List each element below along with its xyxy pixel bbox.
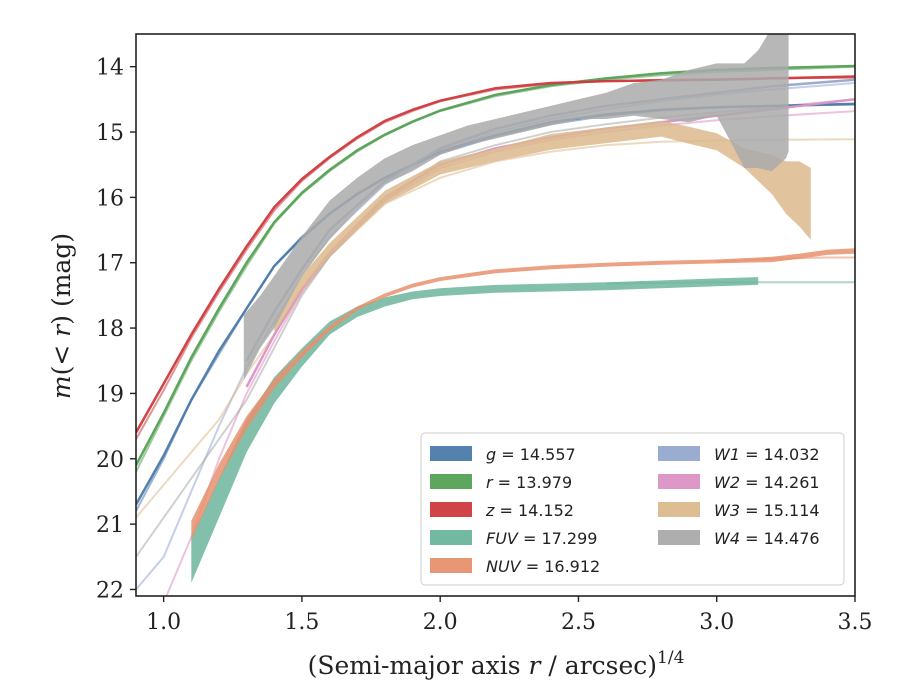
legend: g = 14.557 r = 13.979 z = 14.152 FUV = 17.2…	[420, 432, 845, 586]
legend-swatch	[430, 502, 472, 517]
y-tick-label: 18	[96, 317, 124, 342]
x-tick-label: 1.5	[284, 610, 319, 635]
legend-item-w3: W3 = 15.114	[658, 501, 820, 520]
legend-item-z: z = 14.152	[430, 501, 574, 520]
y-tick-label: 16	[96, 186, 124, 211]
y-axis-label: m(< r) (mag)	[47, 233, 76, 399]
legend-label: W4 = 14.476	[714, 529, 820, 548]
x-axis-label: (Semi-major axis r / arcsec)1/4	[308, 648, 685, 680]
legend-item-nuv: NUV = 16.912	[430, 557, 600, 576]
legend-swatch	[430, 558, 472, 573]
legend-swatch	[658, 502, 700, 517]
y-tick-label: 15	[96, 121, 124, 146]
plot-area	[136, 34, 855, 596]
legend-item-r: r = 13.979	[430, 473, 572, 492]
y-tick-label: 21	[96, 513, 124, 538]
legend-item-w1: W1 = 14.032	[658, 445, 820, 464]
legend-label: z = 14.152	[485, 501, 574, 520]
y-tick-label: 14	[96, 56, 124, 81]
y-tick-label: 17	[96, 252, 124, 277]
profile-band-w4	[243, 34, 789, 381]
legend-item-fuv: FUV = 17.299	[430, 529, 597, 548]
axes-frame	[135, 33, 856, 597]
x-tick-label: 3.5	[838, 610, 873, 635]
legend-swatch	[430, 530, 472, 545]
legend-label: NUV = 16.912	[486, 557, 600, 576]
legend-item-w4: W4 = 14.476	[658, 529, 820, 548]
x-tick-label: 2.5	[561, 610, 596, 635]
axes: 1.0 1.5 2.0 2.5 3.0 3.5 14 15 16 17 18 19 20 21 22	[96, 33, 873, 635]
x-tick-label: 1.0	[146, 610, 181, 635]
legend-label: g = 14.557	[486, 445, 576, 464]
profile-line-r	[136, 64, 855, 466]
y-tick-label: 20	[96, 448, 124, 473]
legend-label: W1 = 14.032	[714, 445, 820, 464]
legend-label: W3 = 15.114	[714, 501, 820, 520]
x-tick-label: 2.0	[423, 610, 458, 635]
legend-item-g: g = 14.557	[430, 445, 576, 464]
legend-swatch	[658, 446, 700, 461]
legend-swatch	[658, 530, 700, 545]
y-tick-label: 19	[96, 382, 124, 407]
legend-swatch	[430, 474, 472, 489]
legend-box	[420, 432, 845, 586]
legend-label: r = 13.979	[486, 473, 572, 492]
y-tick-label: 22	[96, 578, 124, 603]
legend-item-w2: W2 = 14.261	[658, 473, 820, 492]
x-tick-label: 3.0	[699, 610, 734, 635]
legend-label: W2 = 14.261	[714, 473, 820, 492]
legend-label: FUV = 17.299	[486, 529, 597, 548]
legend-swatch	[658, 474, 700, 489]
legend-swatch	[430, 446, 472, 461]
